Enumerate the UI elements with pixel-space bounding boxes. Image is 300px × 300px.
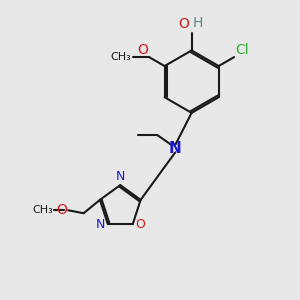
Text: N: N	[116, 170, 125, 183]
Text: H: H	[193, 16, 203, 30]
Text: O: O	[56, 203, 67, 217]
Text: Cl: Cl	[236, 43, 249, 56]
Text: N: N	[96, 218, 106, 232]
Text: CH₃: CH₃	[111, 52, 132, 62]
Text: O: O	[137, 43, 148, 56]
Text: O: O	[178, 17, 189, 32]
Text: O: O	[135, 218, 145, 232]
Text: CH₃: CH₃	[32, 205, 53, 215]
Text: N: N	[169, 141, 182, 156]
